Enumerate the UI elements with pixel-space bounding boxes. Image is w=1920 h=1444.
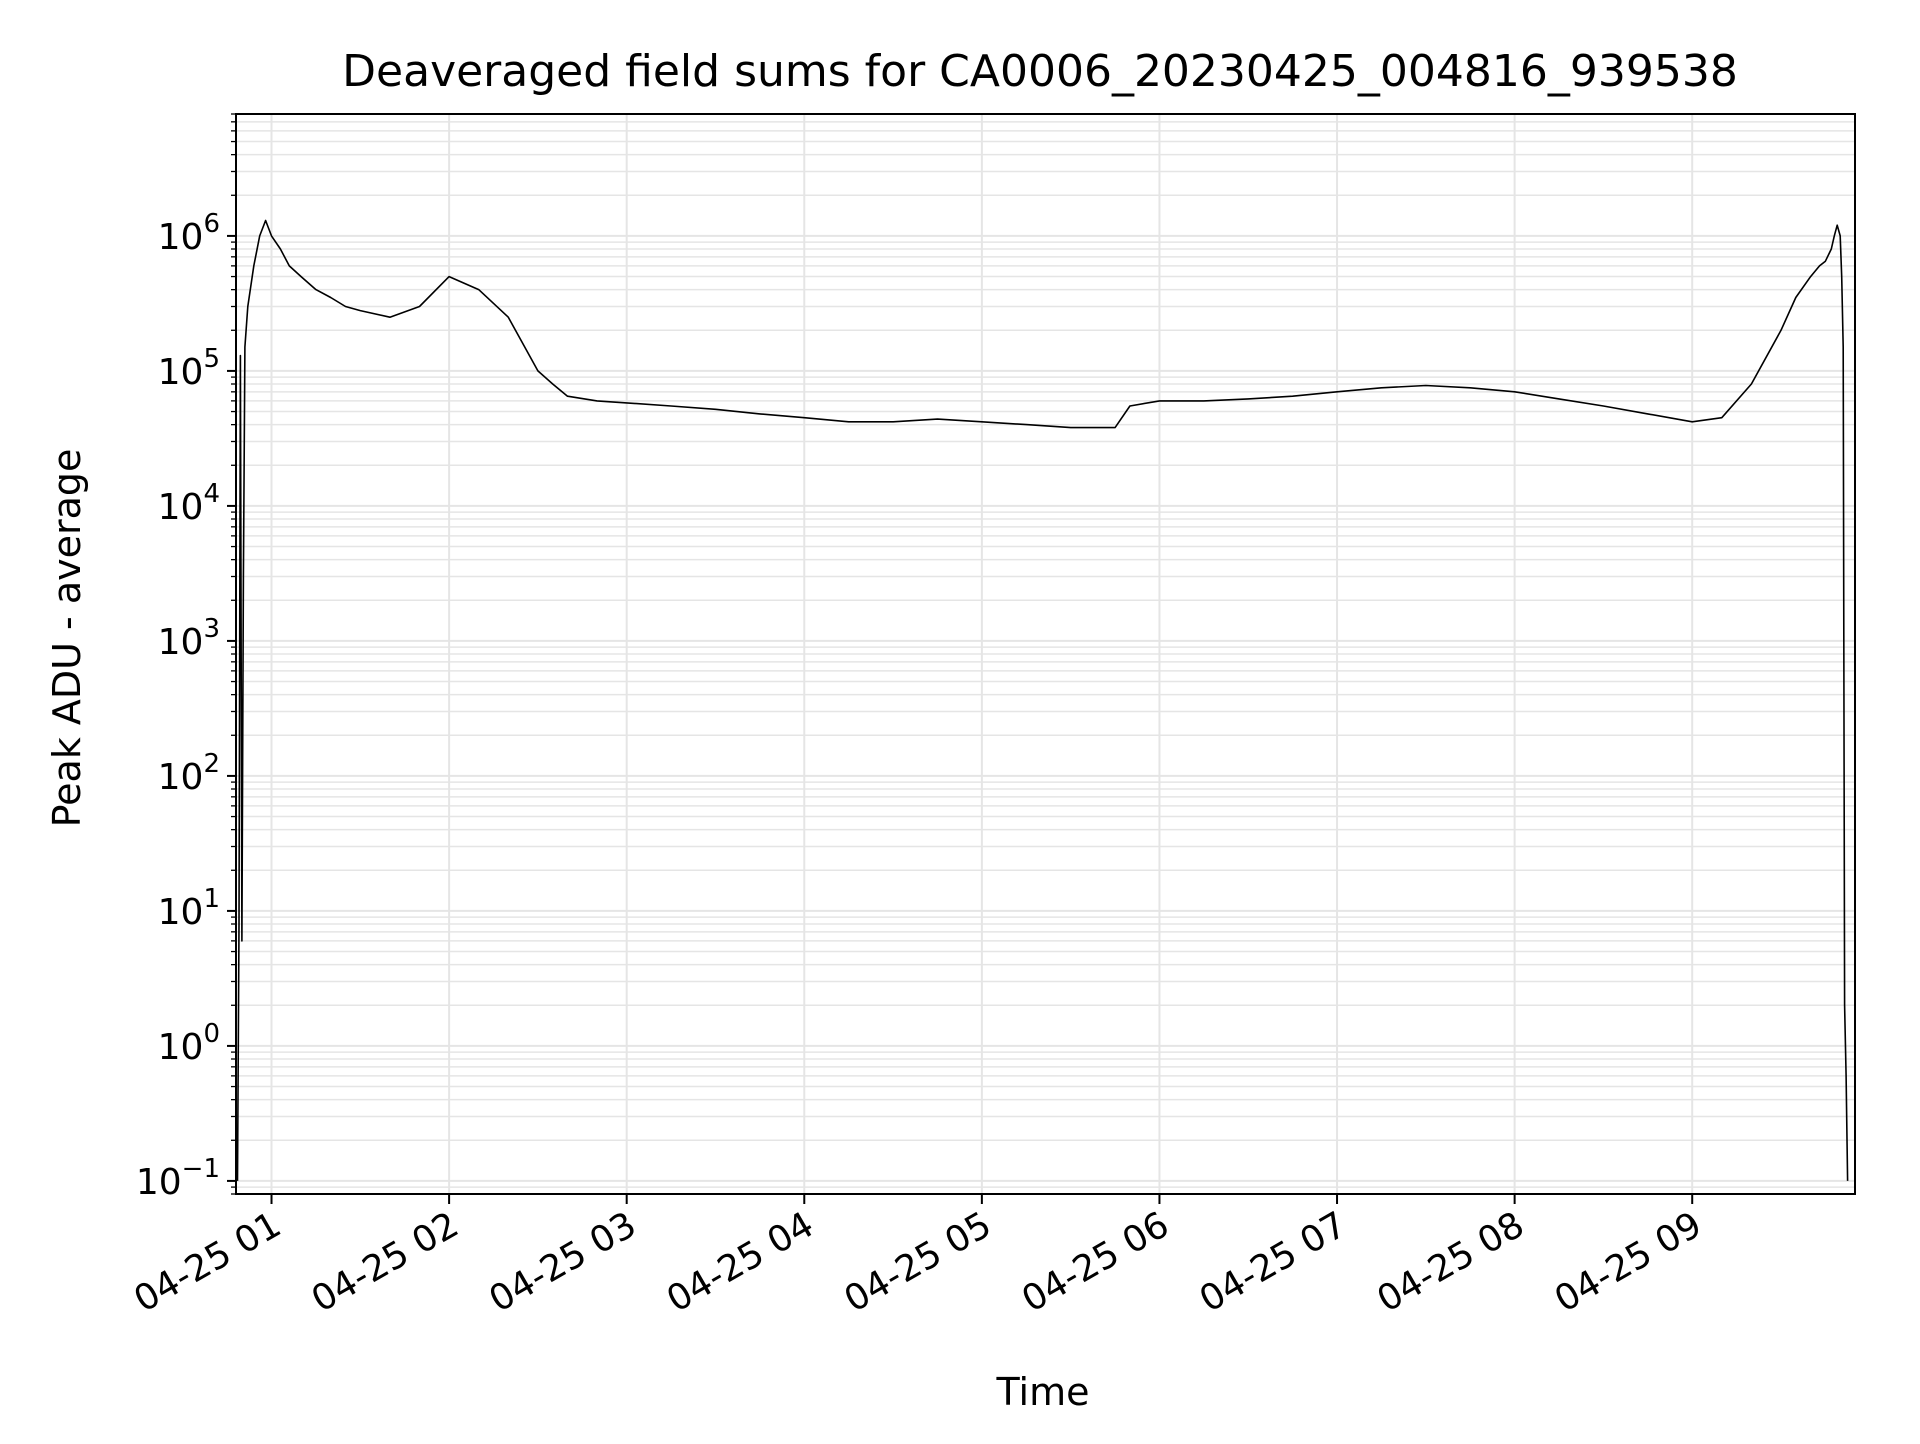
x-axis-label: Time — [996, 1370, 1090, 1414]
x-tick-label: 04-25 02 — [305, 1204, 466, 1320]
x-tick-label: 04-25 09 — [1548, 1204, 1709, 1320]
x-tick-label: 04-25 08 — [1370, 1204, 1531, 1320]
y-tick-label: 100 — [158, 1019, 220, 1068]
y-tick-label: 104 — [158, 479, 220, 528]
series-line — [236, 219, 1849, 1181]
y-tick-label: 105 — [158, 344, 220, 393]
y-axis-label: Peak ADU - average — [45, 449, 89, 828]
chart-title: Deaveraged field sums for CA0006_2023042… — [342, 46, 1738, 97]
x-tick-label: 04-25 01 — [127, 1204, 288, 1320]
grid — [236, 113, 1855, 1195]
x-tick-label: 04-25 07 — [1193, 1204, 1354, 1320]
y-tick-label: 102 — [158, 749, 220, 798]
y-tick-label: 106 — [158, 209, 220, 258]
data-line-layer — [236, 219, 1849, 1181]
x-tick-label: 04-25 04 — [660, 1204, 821, 1320]
x-tick-label: 04-25 05 — [838, 1204, 999, 1320]
y-tick-label: 101 — [158, 884, 220, 933]
y-tick-label: 10−1 — [136, 1154, 220, 1203]
x-tick-label: 04-25 06 — [1015, 1204, 1176, 1320]
x-tick-label: 04-25 03 — [483, 1204, 644, 1320]
y-tick-label: 103 — [158, 614, 220, 663]
